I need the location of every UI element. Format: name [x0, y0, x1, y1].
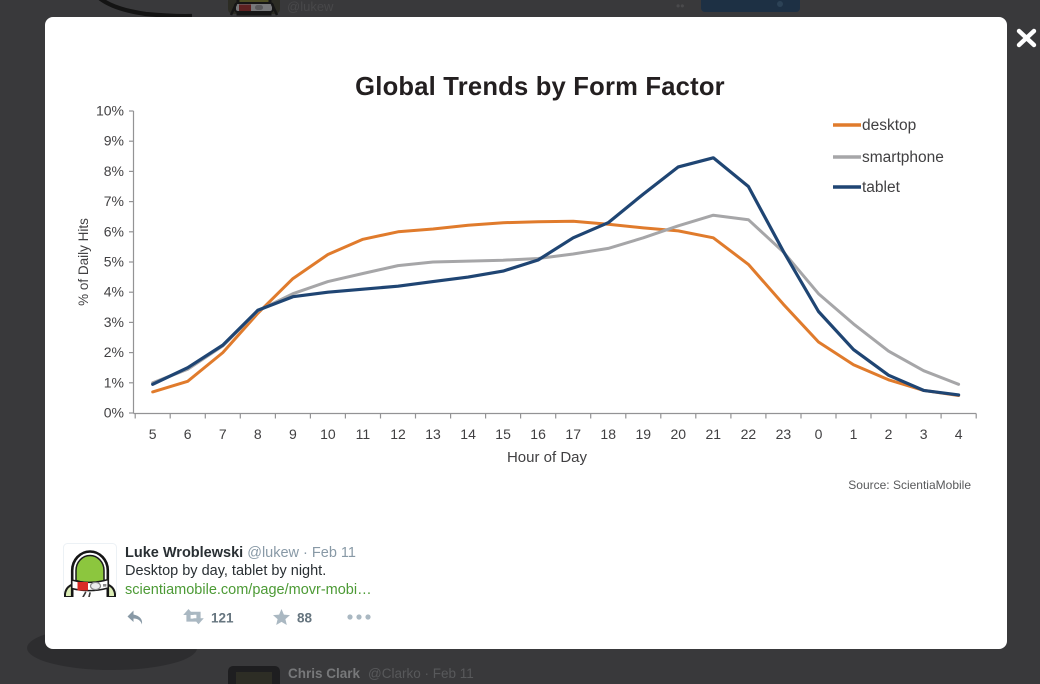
svg-text:0%: 0%: [103, 405, 123, 421]
svg-text:18: 18: [600, 426, 616, 442]
svg-text:tablet: tablet: [862, 179, 901, 196]
svg-text:smartphone: smartphone: [862, 149, 944, 166]
svg-text:desktop: desktop: [862, 117, 916, 134]
svg-text:6: 6: [183, 426, 191, 442]
svg-text:121: 121: [211, 611, 234, 626]
svg-text:12: 12: [390, 426, 406, 442]
svg-text:@Clarko · Feb 11: @Clarko · Feb 11: [368, 666, 474, 681]
svg-text:Source: ScientiaMobile: Source: ScientiaMobile: [848, 478, 971, 492]
svg-text:88: 88: [297, 611, 313, 626]
svg-text:3%: 3%: [103, 314, 123, 330]
svg-text:••: ••: [676, 0, 684, 13]
svg-text:7%: 7%: [103, 193, 123, 209]
svg-text:4: 4: [954, 426, 962, 442]
svg-text:Hour of Day: Hour of Day: [506, 449, 587, 466]
svg-text:3: 3: [919, 426, 927, 442]
svg-text:6%: 6%: [103, 223, 123, 239]
svg-text:% of Daily Hits: % of Daily Hits: [76, 218, 91, 306]
svg-text:20: 20: [670, 426, 686, 442]
svg-text:1: 1: [849, 426, 857, 442]
svg-text:Global Trends by Form Factor: Global Trends by Form Factor: [355, 73, 725, 101]
svg-text:8: 8: [253, 426, 261, 442]
svg-text:5: 5: [148, 426, 156, 442]
svg-text:17: 17: [565, 426, 581, 442]
svg-text:13: 13: [425, 426, 441, 442]
svg-text:2: 2: [884, 426, 892, 442]
svg-text:1%: 1%: [103, 374, 123, 390]
svg-text:14: 14: [460, 426, 476, 442]
svg-text:4%: 4%: [103, 284, 123, 300]
svg-text:15: 15: [495, 426, 511, 442]
svg-text:10: 10: [320, 426, 336, 442]
svg-text:16: 16: [530, 426, 546, 442]
svg-text:9: 9: [289, 426, 297, 442]
svg-text:5%: 5%: [103, 254, 123, 270]
svg-text:22: 22: [740, 426, 756, 442]
svg-text:21: 21: [705, 426, 721, 442]
svg-text:19: 19: [635, 426, 651, 442]
svg-text:2%: 2%: [103, 344, 123, 360]
svg-text:7: 7: [218, 426, 226, 442]
svg-text:@lukew: @lukew: [287, 0, 334, 14]
svg-text:10%: 10%: [95, 103, 123, 119]
svg-text:8%: 8%: [103, 163, 123, 179]
svg-text:11: 11: [355, 426, 370, 442]
svg-text:9%: 9%: [103, 133, 123, 149]
svg-text:Chris Clark: Chris Clark: [288, 666, 361, 681]
svg-text:0: 0: [814, 426, 822, 442]
svg-text:23: 23: [775, 426, 791, 442]
